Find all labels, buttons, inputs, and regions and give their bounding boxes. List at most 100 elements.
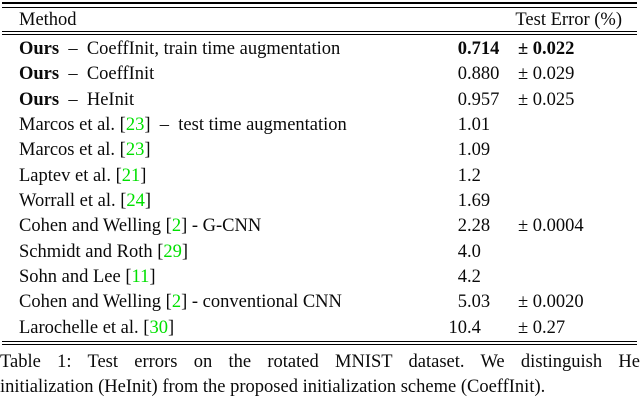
method-cell: Sohn and Lee [11] <box>19 265 156 290</box>
column-header-test-error: Test Error (%) <box>515 10 622 30</box>
citation-link[interactable]: 2 <box>171 292 182 313</box>
citation-link[interactable]: 21 <box>121 165 141 186</box>
method-cell: Ours – CoeffInit <box>19 62 154 87</box>
method-text: Larochelle et al. [ <box>19 317 150 338</box>
error-int: 1 <box>457 140 467 161</box>
table-rows: Ours – CoeffInit, train time augmentatio… <box>0 37 640 341</box>
error-frac: .01 <box>467 114 491 135</box>
table-caption: Table 1: Test errors on the rotated MNIS… <box>0 350 640 399</box>
method-text: ] - G-CNN <box>181 216 262 237</box>
table-header-rule <box>2 31 637 35</box>
error-int: 1 <box>457 114 467 135</box>
error-frac: .28 <box>467 216 491 237</box>
method-cell: Marcos et al. [23] <box>19 138 151 163</box>
table-row: Cohen and Welling [2] - conventional CNN… <box>0 290 640 315</box>
table-row: Schmidt and Roth [29] 4 .0 <box>0 240 640 265</box>
error-int: 4 <box>457 266 467 287</box>
error-int: 5 <box>457 292 467 313</box>
error-frac: .714 <box>467 39 500 59</box>
error-pm: ± 0.0004 <box>518 216 584 237</box>
method-cell: Larochelle et al. [30] <box>19 316 174 341</box>
method-name-bold: Ours <box>19 64 60 85</box>
method-text: Laptev et al. [ <box>19 165 122 186</box>
table-top-rule <box>2 2 637 8</box>
error-int: 0 <box>457 89 467 110</box>
citation-link[interactable]: 29 <box>163 241 182 262</box>
error-int: 10 <box>448 317 468 338</box>
method-text: Marcos et al. [ <box>19 114 126 135</box>
error-frac: .880 <box>467 64 500 85</box>
table-row: Marcos et al. [23] 1 .09 <box>0 138 640 163</box>
error-int: 0 <box>457 64 467 85</box>
citation-link[interactable]: 23 <box>125 140 145 161</box>
method-cell: Cohen and Welling [2] - G-CNN <box>19 214 261 239</box>
method-cell: Worrall et al. [24] <box>19 189 151 214</box>
table-row: Laptev et al. [21] 1 .2 <box>0 164 640 189</box>
method-cell: Marcos et al. [23] – test time augmentat… <box>19 113 347 138</box>
table-row: Ours – HeInit 0 .957 ± 0.025 <box>0 88 640 113</box>
method-text: HeInit <box>86 89 135 110</box>
citation-link[interactable]: 23 <box>125 114 145 135</box>
table-row: Larochelle et al. [30] 10 .4 ± 0.27 <box>0 316 640 341</box>
method-name-bold: Ours <box>19 89 60 110</box>
error-pm: ± 0.029 <box>518 64 575 85</box>
method-text: ] <box>149 266 156 287</box>
method-cell: Schmidt and Roth [29] <box>19 240 188 265</box>
error-frac: .957 <box>467 89 500 110</box>
table-row: Ours – CoeffInit, train time augmentatio… <box>0 37 640 62</box>
table-row: Ours – CoeffInit 0 .880 ± 0.029 <box>0 62 640 87</box>
method-cell: Ours – CoeffInit, train time augmentatio… <box>19 37 340 62</box>
method-text: Sohn and Lee [ <box>19 266 132 287</box>
error-int: 1 <box>457 165 467 186</box>
method-text: Cohen and Welling [ <box>19 216 172 237</box>
error-frac: .09 <box>467 140 491 161</box>
method-text: – <box>59 64 87 85</box>
error-frac: .69 <box>467 190 491 211</box>
method-name-bold: Ours <box>19 39 60 59</box>
error-frac: .2 <box>467 266 481 287</box>
method-text: ] <box>181 241 189 262</box>
error-int: 1 <box>457 190 467 211</box>
column-header-method: Method <box>19 10 77 30</box>
method-text: Worrall et al. [ <box>19 190 127 211</box>
method-text: ] <box>167 317 175 338</box>
method-text: ] <box>144 140 151 161</box>
table-row: Cohen and Welling [2] - G-CNN 2 .28 ± 0.… <box>0 214 640 239</box>
method-text: ] - conventional CNN <box>181 292 342 313</box>
table-header-row: Method Test Error (%) <box>19 9 622 31</box>
method-cell: Ours – HeInit <box>19 88 134 113</box>
method-text: – <box>59 89 87 110</box>
error-frac: .0 <box>467 241 481 262</box>
error-frac: .4 <box>467 317 481 338</box>
method-text: Marcos et al. [ <box>19 140 126 161</box>
error-pm: ± 0.0020 <box>518 292 584 313</box>
method-cell: Laptev et al. [21] <box>19 164 146 189</box>
citation-link[interactable]: 11 <box>131 266 150 287</box>
error-pm: ± 0.025 <box>518 89 575 110</box>
caption-line-1: Table 1: Test errors on the rotated MNIS… <box>0 352 640 372</box>
table-bottom-rule <box>2 341 637 345</box>
method-text: – <box>59 39 87 59</box>
table-row: Marcos et al. [23] – test time augmentat… <box>0 113 640 138</box>
table-row: Worrall et al. [24] 1 .69 <box>0 189 640 214</box>
citation-link[interactable]: 24 <box>126 190 145 211</box>
table-row: Sohn and Lee [11] 4 .2 <box>0 265 640 290</box>
method-text: ] <box>144 190 152 211</box>
method-text: ] <box>140 165 147 186</box>
error-pm: ± 0.27 <box>518 317 566 338</box>
error-int: 0 <box>457 39 467 59</box>
error-pm: ± 0.022 <box>518 39 575 59</box>
method-text: Schmidt and Roth [ <box>19 241 164 262</box>
method-text: Cohen and Welling [ <box>19 292 172 313</box>
citation-link[interactable]: 30 <box>149 317 168 338</box>
error-frac: .2 <box>467 165 481 186</box>
method-cell: Cohen and Welling [2] - conventional CNN <box>19 290 342 315</box>
method-text: ] – test time augmentation <box>144 114 347 135</box>
method-text: CoeffInit <box>86 64 155 85</box>
caption-line-2: initialization (HeInit) from the propose… <box>0 376 546 397</box>
error-int: 4 <box>457 241 467 262</box>
error-int: 2 <box>457 216 467 237</box>
citation-link[interactable]: 2 <box>171 216 182 237</box>
method-text: CoeffInit, train time augmentation <box>86 39 341 59</box>
